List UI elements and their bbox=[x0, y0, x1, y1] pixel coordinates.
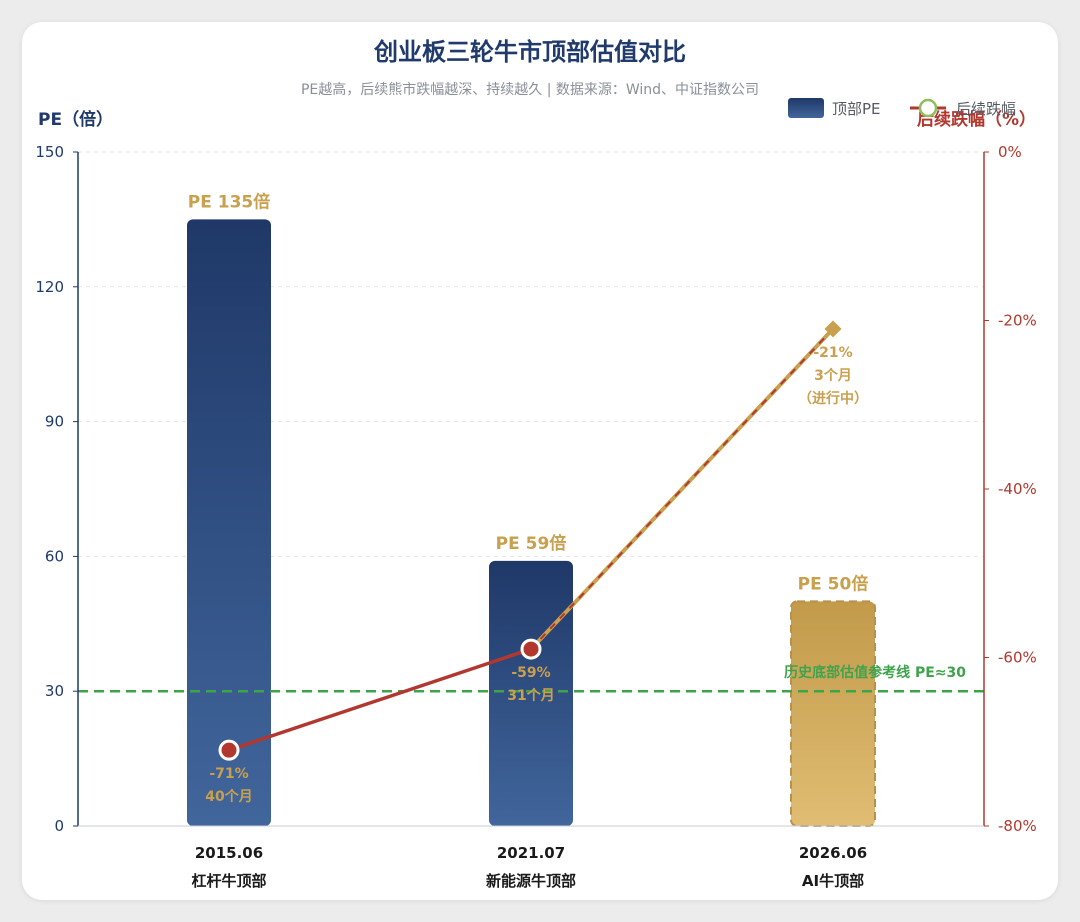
line-point-projected bbox=[824, 320, 842, 338]
legend: 顶部PE 后续跌幅 bbox=[788, 98, 1016, 118]
line-segment bbox=[228, 647, 532, 752]
chart-svg: 创业板三轮牛市顶部估值对比 PE越高，后续熊市跌幅越深、持续越久 | 数据来源：… bbox=[35, 38, 1036, 890]
bar bbox=[187, 219, 271, 826]
drawdown-line bbox=[218, 320, 842, 761]
left-tick-label: 60 bbox=[45, 547, 64, 565]
line-point-label: 31个月 bbox=[507, 687, 554, 704]
left-tick-label: 90 bbox=[45, 413, 64, 431]
line-point-label: -71% bbox=[209, 766, 248, 782]
data-labels: PE 135倍 PE 59倍 PE 50倍 2015.06 杠杆牛顶部 2021.07 新能… bbox=[188, 191, 869, 890]
line-point-label: （进行中） bbox=[798, 390, 868, 407]
x-category-name: 杠杆牛顶部 bbox=[191, 872, 266, 890]
left-axis-title: PE（倍） bbox=[38, 109, 113, 130]
x-category-name: AI牛顶部 bbox=[802, 872, 864, 890]
chart-title: 创业板三轮牛市顶部估值对比 bbox=[373, 38, 686, 66]
chart-subtitle: PE越高，后续熊市跌幅越深、持续越久 | 数据来源：Wind、中证指数公司 bbox=[301, 81, 759, 98]
line-point bbox=[218, 739, 240, 761]
bar-value-label: PE 59倍 bbox=[496, 533, 567, 554]
left-tick-label: 150 bbox=[35, 143, 64, 161]
line-point-label: -21% bbox=[813, 345, 852, 361]
chart-card: 创业板三轮牛市顶部估值对比 PE越高，后续熊市跌幅越深、持续越久 | 数据来源：… bbox=[22, 22, 1058, 900]
x-category-date: 2026.06 bbox=[799, 844, 867, 862]
legend-bar-swatch bbox=[788, 98, 824, 118]
line-point bbox=[520, 638, 542, 660]
right-tick-label: -60% bbox=[998, 649, 1037, 667]
legend-line-marker bbox=[918, 98, 938, 118]
left-tick-label: 0 bbox=[54, 817, 64, 835]
right-tick-label: -20% bbox=[998, 312, 1037, 330]
line-point-label: 3个月 bbox=[814, 367, 852, 384]
reference-line-group: 历史底部估值参考线 PE≈30 bbox=[78, 664, 984, 693]
bars bbox=[187, 219, 876, 827]
reference-line-label: 历史底部估值参考线 PE≈30 bbox=[784, 664, 966, 681]
line-segment-projected bbox=[529, 327, 835, 651]
left-tick-label: 30 bbox=[45, 682, 64, 700]
line-point-label: 40个月 bbox=[205, 788, 252, 805]
x-category-name: 新能源牛顶部 bbox=[486, 872, 576, 890]
x-category-date: 2021.07 bbox=[497, 844, 565, 862]
line-segment-projected-dash bbox=[530, 328, 834, 650]
bar-value-label: PE 135倍 bbox=[188, 191, 270, 212]
left-tick-label: 120 bbox=[35, 278, 64, 296]
right-tick-label: -40% bbox=[998, 480, 1037, 498]
line-point-label: -59% bbox=[511, 665, 550, 681]
right-tick-label: 0% bbox=[998, 143, 1022, 161]
axes: 0 30 60 90 120 150 0% -20% -40% -60% -80% bbox=[35, 143, 1036, 835]
bar-projected bbox=[790, 600, 876, 827]
bar-value-label: PE 50倍 bbox=[798, 573, 869, 594]
right-tick-label: -80% bbox=[998, 817, 1037, 835]
right-axis-title: 后续跌幅（%） bbox=[917, 109, 1036, 130]
legend-line-label: 后续跌幅 bbox=[956, 100, 1016, 118]
x-category-date: 2015.06 bbox=[195, 844, 263, 862]
legend-bar-label: 顶部PE bbox=[832, 100, 881, 118]
